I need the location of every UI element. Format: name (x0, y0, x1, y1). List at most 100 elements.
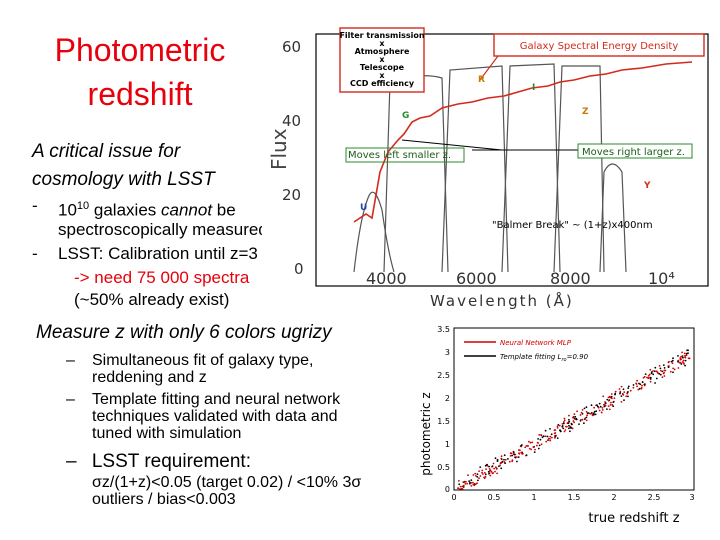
scatter-point (472, 483, 475, 486)
scatter-point (531, 441, 534, 444)
scatter-point (601, 407, 604, 409)
scatter-point (569, 425, 572, 428)
scatter-point (589, 413, 592, 415)
sed-box-label: Galaxy Spectral Energy Density (520, 41, 679, 52)
scatter-point (546, 435, 549, 438)
scatter-point (673, 368, 676, 371)
scatter-points (457, 349, 691, 490)
scatter-point (679, 357, 682, 359)
filter-r (441, 65, 509, 273)
scatter-point (569, 430, 571, 433)
band-label-z: Z (582, 107, 589, 117)
scatter-point (498, 465, 500, 468)
scatter-point (619, 392, 622, 394)
subpoint-fit-line-2: reddening and z (92, 369, 207, 386)
scatter-point (671, 359, 674, 362)
scatter-point (470, 479, 473, 481)
title-line-2: redshift (87, 76, 193, 112)
scatter-point (492, 462, 495, 465)
scatter-point (677, 360, 679, 363)
scatter-point (661, 376, 664, 379)
requirement-line-2: outliers / bias<0.003 (92, 491, 236, 508)
scatter-point (485, 468, 487, 470)
scatter-point (504, 462, 506, 465)
scatter-point (593, 413, 595, 416)
scatter-point (607, 399, 610, 402)
scatter-point (581, 418, 584, 421)
bullet-galaxies-line2: spectroscopically measured (58, 220, 268, 239)
flux-label: Flux (267, 128, 291, 170)
subpoint-template-text: Template fitting and neural network tech… (92, 391, 340, 442)
photoz-scatter-figure: photometric z 3.5 3 2.5 2 1.5 1 0.5 0 0 … (414, 322, 720, 540)
scatter-point (468, 480, 470, 482)
scatter-point (585, 419, 588, 422)
scatter-point (632, 386, 635, 389)
scatter-point (669, 370, 672, 373)
scatter-point (536, 441, 539, 444)
scatter-point (653, 370, 656, 373)
scatter-point (627, 395, 629, 398)
scatter-point (663, 369, 666, 372)
scatter-x-tick-2: 2 (611, 493, 616, 502)
scatter-point (558, 424, 561, 427)
sed-box (493, 33, 705, 57)
scatter-point (570, 427, 573, 429)
scatter-y-tick-2.5: 2.5 (437, 371, 450, 380)
scatter-point (489, 469, 491, 472)
bullet-dash: - (32, 244, 38, 263)
scatter-point (613, 397, 616, 399)
scatter-point (547, 439, 549, 441)
scatter-point (477, 479, 479, 482)
spectrum-x-ticks: 4000 6000 8000 10⁴ (366, 269, 675, 288)
scatter-point (489, 474, 492, 477)
scatter-point (585, 416, 588, 419)
scatter-point (608, 408, 611, 411)
scatter-point (677, 355, 679, 357)
scatter-point (478, 470, 480, 472)
scatter-point (667, 366, 670, 368)
filter-box-line-1: Filter transmission (339, 31, 424, 40)
scatter-point (614, 390, 617, 393)
y-tick-40: 40 (282, 112, 301, 130)
scatter-point (685, 352, 688, 355)
scatter-point (636, 379, 638, 382)
scatter-point (514, 456, 516, 459)
filter-box-text: Filter transmission x Atmosphere x Teles… (339, 31, 424, 88)
scatter-point (534, 448, 536, 451)
scatter-point (544, 429, 547, 432)
scatter-point (563, 421, 565, 423)
scatter-point (542, 435, 545, 438)
scatter-point (495, 467, 498, 470)
scatter-point (641, 381, 644, 383)
scatter-point (610, 393, 613, 395)
scatter-point (579, 414, 582, 416)
scatter-point (462, 484, 465, 487)
scatter-point (599, 405, 602, 408)
scatter-point (620, 395, 623, 397)
scatter-point (496, 472, 498, 475)
scatter-point (520, 444, 523, 447)
scatter-point (488, 468, 491, 470)
scatter-point (658, 365, 661, 367)
scatter-point (594, 413, 597, 416)
left-arrow-box (345, 147, 465, 163)
scatter-point (555, 434, 558, 437)
scatter-point (620, 385, 623, 388)
scatter-point (581, 413, 584, 415)
scatter-point (461, 488, 464, 490)
scatter-point (463, 481, 466, 483)
scatter-point (627, 387, 630, 389)
scatter-y-tick-3: 3 (445, 348, 450, 357)
scatter-point (507, 458, 509, 460)
scatter-point (525, 454, 528, 456)
measure-heading: Measure z with only 6 colors ugrizy (36, 322, 332, 343)
scatter-x-tick-3: 3 (689, 493, 694, 502)
legend-tf-label: Template fitting Lro=0.90 (500, 353, 589, 363)
left-arrow-label: Moves left smaller z. (348, 150, 451, 161)
wavelength-label: Wavelength (Å) (430, 291, 574, 310)
scatter-point (488, 472, 490, 475)
scatter-point (606, 408, 608, 410)
scatter-point (586, 412, 589, 415)
galaxy-post: be (212, 200, 236, 220)
scatter-point (561, 425, 564, 428)
